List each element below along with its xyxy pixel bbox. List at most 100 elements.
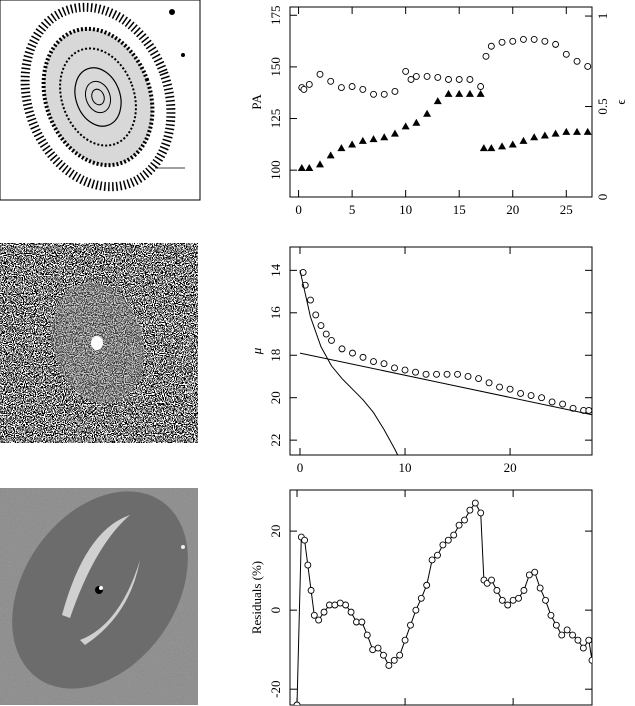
data-point	[531, 568, 539, 576]
data-point	[485, 379, 493, 387]
series	[297, 89, 592, 172]
data-point	[385, 662, 393, 669]
data-point	[450, 531, 458, 539]
series	[298, 35, 592, 98]
data-point	[380, 651, 387, 659]
data-point	[584, 63, 592, 70]
data-point	[477, 509, 485, 517]
y-tick-label: 14	[268, 263, 283, 277]
galaxy-noise-image	[0, 243, 198, 443]
data-point	[504, 601, 512, 609]
data-point	[506, 385, 514, 393]
data-point	[396, 651, 404, 659]
data-point	[471, 499, 479, 507]
data-point	[326, 151, 335, 159]
plot-frame	[289, 246, 593, 456]
data-point	[536, 584, 544, 592]
data-point	[433, 370, 440, 378]
data-point	[487, 144, 496, 152]
data-point	[465, 89, 474, 97]
data-point	[417, 594, 425, 602]
data-point	[358, 136, 367, 144]
data-point	[391, 88, 399, 95]
data-point	[316, 70, 324, 78]
data-point	[297, 164, 306, 172]
data-point	[301, 536, 309, 544]
plot-frame	[289, 489, 593, 706]
y-tick-label: 20	[268, 525, 283, 538]
data-point	[488, 576, 495, 584]
y-tick-label: 0	[268, 607, 283, 614]
data-point	[525, 571, 533, 579]
data-point	[517, 389, 525, 397]
data-point	[307, 296, 314, 304]
data-point	[363, 631, 371, 639]
data-point	[322, 330, 330, 338]
x-tick-label: 0	[295, 202, 302, 217]
chart-panel: 0 10 20 14 16 18 20 22 μ	[249, 246, 593, 475]
data-point	[479, 144, 488, 152]
series	[299, 270, 399, 455]
data-point	[407, 621, 414, 629]
x-tick-label: 15	[453, 202, 466, 217]
data-point	[402, 67, 410, 75]
data-point	[548, 398, 556, 406]
data-point	[347, 608, 355, 616]
y2-tick-label: 0	[595, 194, 610, 201]
data-point	[515, 594, 522, 602]
data-point	[423, 581, 431, 589]
data-point	[304, 561, 312, 569]
x-tick-label: 10	[399, 202, 412, 217]
y-tick-label: 22	[268, 434, 283, 447]
data-point	[293, 701, 301, 705]
y-tick-label: 125	[268, 109, 283, 128]
y-tick-label: -20	[268, 681, 283, 698]
data-point	[407, 76, 415, 83]
data-point	[401, 636, 409, 644]
data-point	[498, 38, 506, 46]
data-point	[498, 596, 506, 604]
data-point	[374, 644, 382, 652]
data-point	[412, 118, 421, 126]
plot-frame	[289, 6, 593, 198]
data-point	[547, 611, 555, 619]
data-point	[348, 83, 356, 90]
data-point	[348, 140, 357, 148]
data-point	[433, 97, 442, 105]
data-point	[370, 90, 377, 98]
data-point	[327, 77, 335, 85]
series	[293, 499, 592, 705]
data-point	[562, 127, 571, 135]
data-point	[519, 136, 528, 144]
data-point	[444, 89, 453, 97]
data-point	[541, 37, 549, 45]
x-tick-label: 5	[349, 202, 356, 217]
data-point	[401, 366, 409, 374]
data-point	[434, 551, 441, 559]
y-tick-label: 16	[268, 306, 283, 320]
data-point	[422, 370, 430, 378]
data-point	[310, 611, 318, 619]
data-point	[455, 89, 464, 97]
data-point	[380, 90, 388, 98]
y-axis-label: μ	[249, 347, 264, 355]
data-point	[569, 631, 577, 639]
y2-tick-label: 1	[595, 13, 610, 20]
data-point	[390, 656, 398, 664]
x-tick-label: 20	[506, 202, 519, 217]
data-point	[412, 72, 420, 80]
x-tick-label: 20	[504, 460, 517, 475]
data-point	[509, 37, 517, 45]
data-point	[315, 160, 324, 168]
data-point	[475, 375, 483, 383]
data-point	[569, 404, 577, 412]
data-point	[305, 164, 314, 172]
data-point	[540, 131, 549, 139]
data-point	[337, 84, 345, 91]
data-point	[328, 336, 335, 344]
y2-axis-label: ϵ	[613, 99, 628, 104]
data-point	[454, 370, 461, 378]
series-line	[299, 352, 592, 416]
data-point	[315, 616, 323, 624]
series-line	[299, 270, 399, 455]
